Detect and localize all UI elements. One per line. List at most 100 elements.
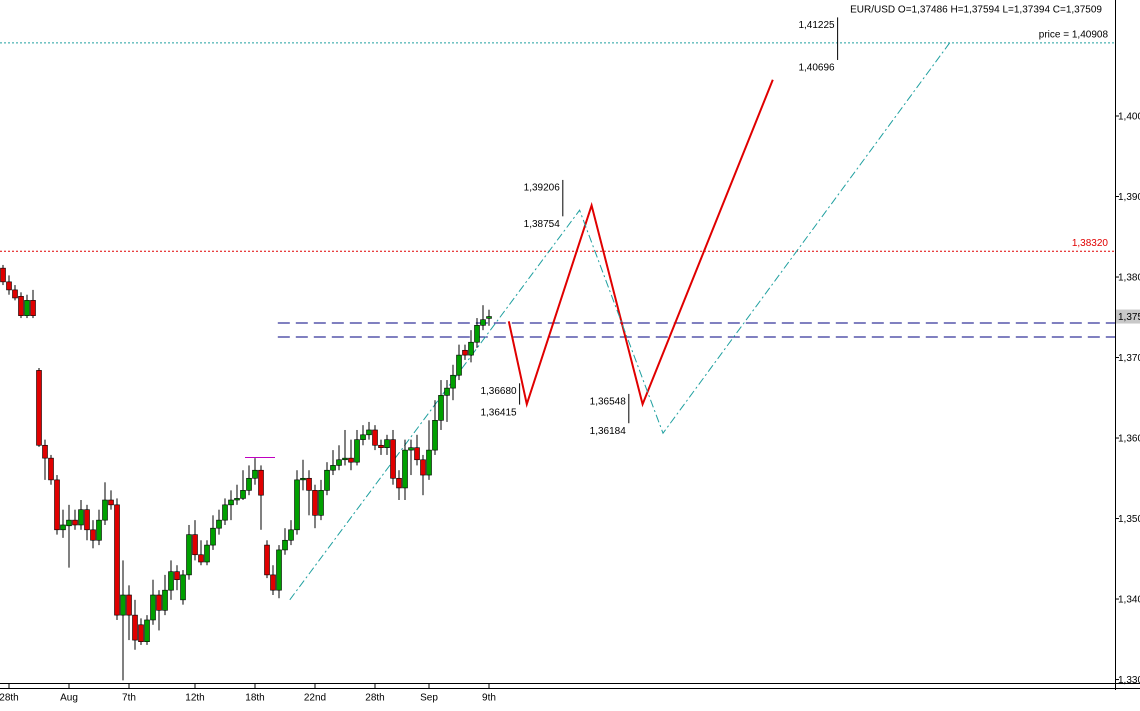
candle-body xyxy=(414,447,420,461)
candle-body xyxy=(264,544,270,576)
candle-body xyxy=(360,434,366,440)
candle-body xyxy=(126,594,132,616)
candle-body xyxy=(240,490,246,499)
candle-body xyxy=(78,509,84,526)
candle-body xyxy=(318,490,324,516)
candle-body xyxy=(342,457,348,461)
annotation-high: 1,41225 xyxy=(798,20,835,31)
candle-body xyxy=(396,477,402,489)
candle-body xyxy=(66,519,72,527)
candle-body xyxy=(210,527,216,546)
candle-body xyxy=(408,447,414,451)
candle-body xyxy=(186,534,192,576)
candle-body xyxy=(456,354,462,376)
y-tick-label: 1,400 xyxy=(1118,112,1140,123)
candle-body xyxy=(18,296,24,316)
candle-body xyxy=(168,571,174,591)
candle-body xyxy=(108,499,114,506)
x-tick-label: 9th xyxy=(482,693,496,704)
x-tick-label: Aug xyxy=(60,693,78,704)
candle-body xyxy=(72,519,78,526)
candle-body xyxy=(402,449,408,489)
candle-body xyxy=(42,444,48,459)
candle-body xyxy=(444,387,450,396)
x-tick-label: 18th xyxy=(245,693,264,704)
candle-body xyxy=(312,490,318,516)
candle-body xyxy=(150,594,156,621)
candle-body xyxy=(258,469,264,496)
candle-body xyxy=(480,319,486,326)
annotation-low: 1,36415 xyxy=(480,407,517,418)
annotation-low: 1,40696 xyxy=(798,63,835,74)
candle-body xyxy=(144,619,150,643)
level-label: price = 1,40908 xyxy=(1039,30,1109,41)
x-tick-label: 7th xyxy=(122,693,136,704)
candle-body xyxy=(270,574,276,591)
candle-body xyxy=(0,267,6,283)
candle-body xyxy=(294,479,300,531)
projection-line xyxy=(507,79,774,409)
candle-body xyxy=(324,469,330,491)
candle-body xyxy=(228,499,234,506)
candle-body xyxy=(348,457,354,463)
candle-body xyxy=(372,429,378,446)
candle-body xyxy=(420,459,426,476)
annotation-high: 1,36680 xyxy=(480,386,517,397)
candle-body xyxy=(60,524,66,531)
candle-body xyxy=(384,439,390,448)
candle-body xyxy=(36,370,42,446)
candle-body xyxy=(438,395,444,421)
x-tick-label: 12th xyxy=(185,693,204,704)
candle-body xyxy=(474,325,480,343)
candle-body xyxy=(252,469,258,479)
level-label: 1,38320 xyxy=(1072,238,1109,249)
y-tick-label: 1,380 xyxy=(1118,273,1140,284)
candle-body xyxy=(354,439,360,463)
candle-body xyxy=(120,594,126,616)
candle-body xyxy=(462,349,468,356)
candle-body xyxy=(276,549,282,591)
candle-body xyxy=(198,554,204,563)
last-price-label: 1,375 xyxy=(1118,312,1140,323)
last-price-box xyxy=(1116,309,1140,324)
candle-body xyxy=(234,498,240,501)
x-tick-label: 28th xyxy=(0,693,19,704)
candle-body xyxy=(336,459,342,466)
candle-body xyxy=(6,281,12,291)
candle-body xyxy=(246,477,252,491)
candle-body xyxy=(30,300,36,316)
candle-body xyxy=(48,457,54,481)
candle-body xyxy=(468,341,474,356)
annotation-low: 1,38754 xyxy=(524,219,561,230)
candle-body xyxy=(138,624,144,643)
candle-body xyxy=(450,374,456,389)
candle-body xyxy=(162,589,168,611)
candle-body xyxy=(180,574,186,601)
candle-body xyxy=(114,504,120,616)
y-tick-label: 1,350 xyxy=(1118,514,1140,525)
candle-body xyxy=(192,534,198,556)
y-tick-label: 1,370 xyxy=(1118,353,1140,364)
candle-body xyxy=(96,519,102,541)
candle-body xyxy=(330,465,336,471)
candle-body xyxy=(204,544,210,563)
chart-title: EUR/USD O=1,37486 H=1,37594 L=1,37394 C=… xyxy=(850,5,1102,16)
candle-body xyxy=(12,289,18,299)
candle-body xyxy=(156,594,162,611)
candle-body xyxy=(432,420,438,451)
y-tick-label: 1,340 xyxy=(1118,595,1140,606)
candle-body xyxy=(222,504,228,521)
annotation-low: 1,36184 xyxy=(590,426,627,437)
candle-body xyxy=(174,571,180,581)
candle-body xyxy=(390,439,396,479)
candle-body xyxy=(366,429,372,436)
candle-body xyxy=(426,449,432,476)
y-tick-label: 1,360 xyxy=(1118,434,1140,445)
y-tick-label: 1,390 xyxy=(1118,192,1140,203)
candle-body xyxy=(102,499,108,521)
annotation-high: 1,36548 xyxy=(590,397,627,408)
candle-body xyxy=(288,529,294,541)
candle-body xyxy=(90,529,96,541)
